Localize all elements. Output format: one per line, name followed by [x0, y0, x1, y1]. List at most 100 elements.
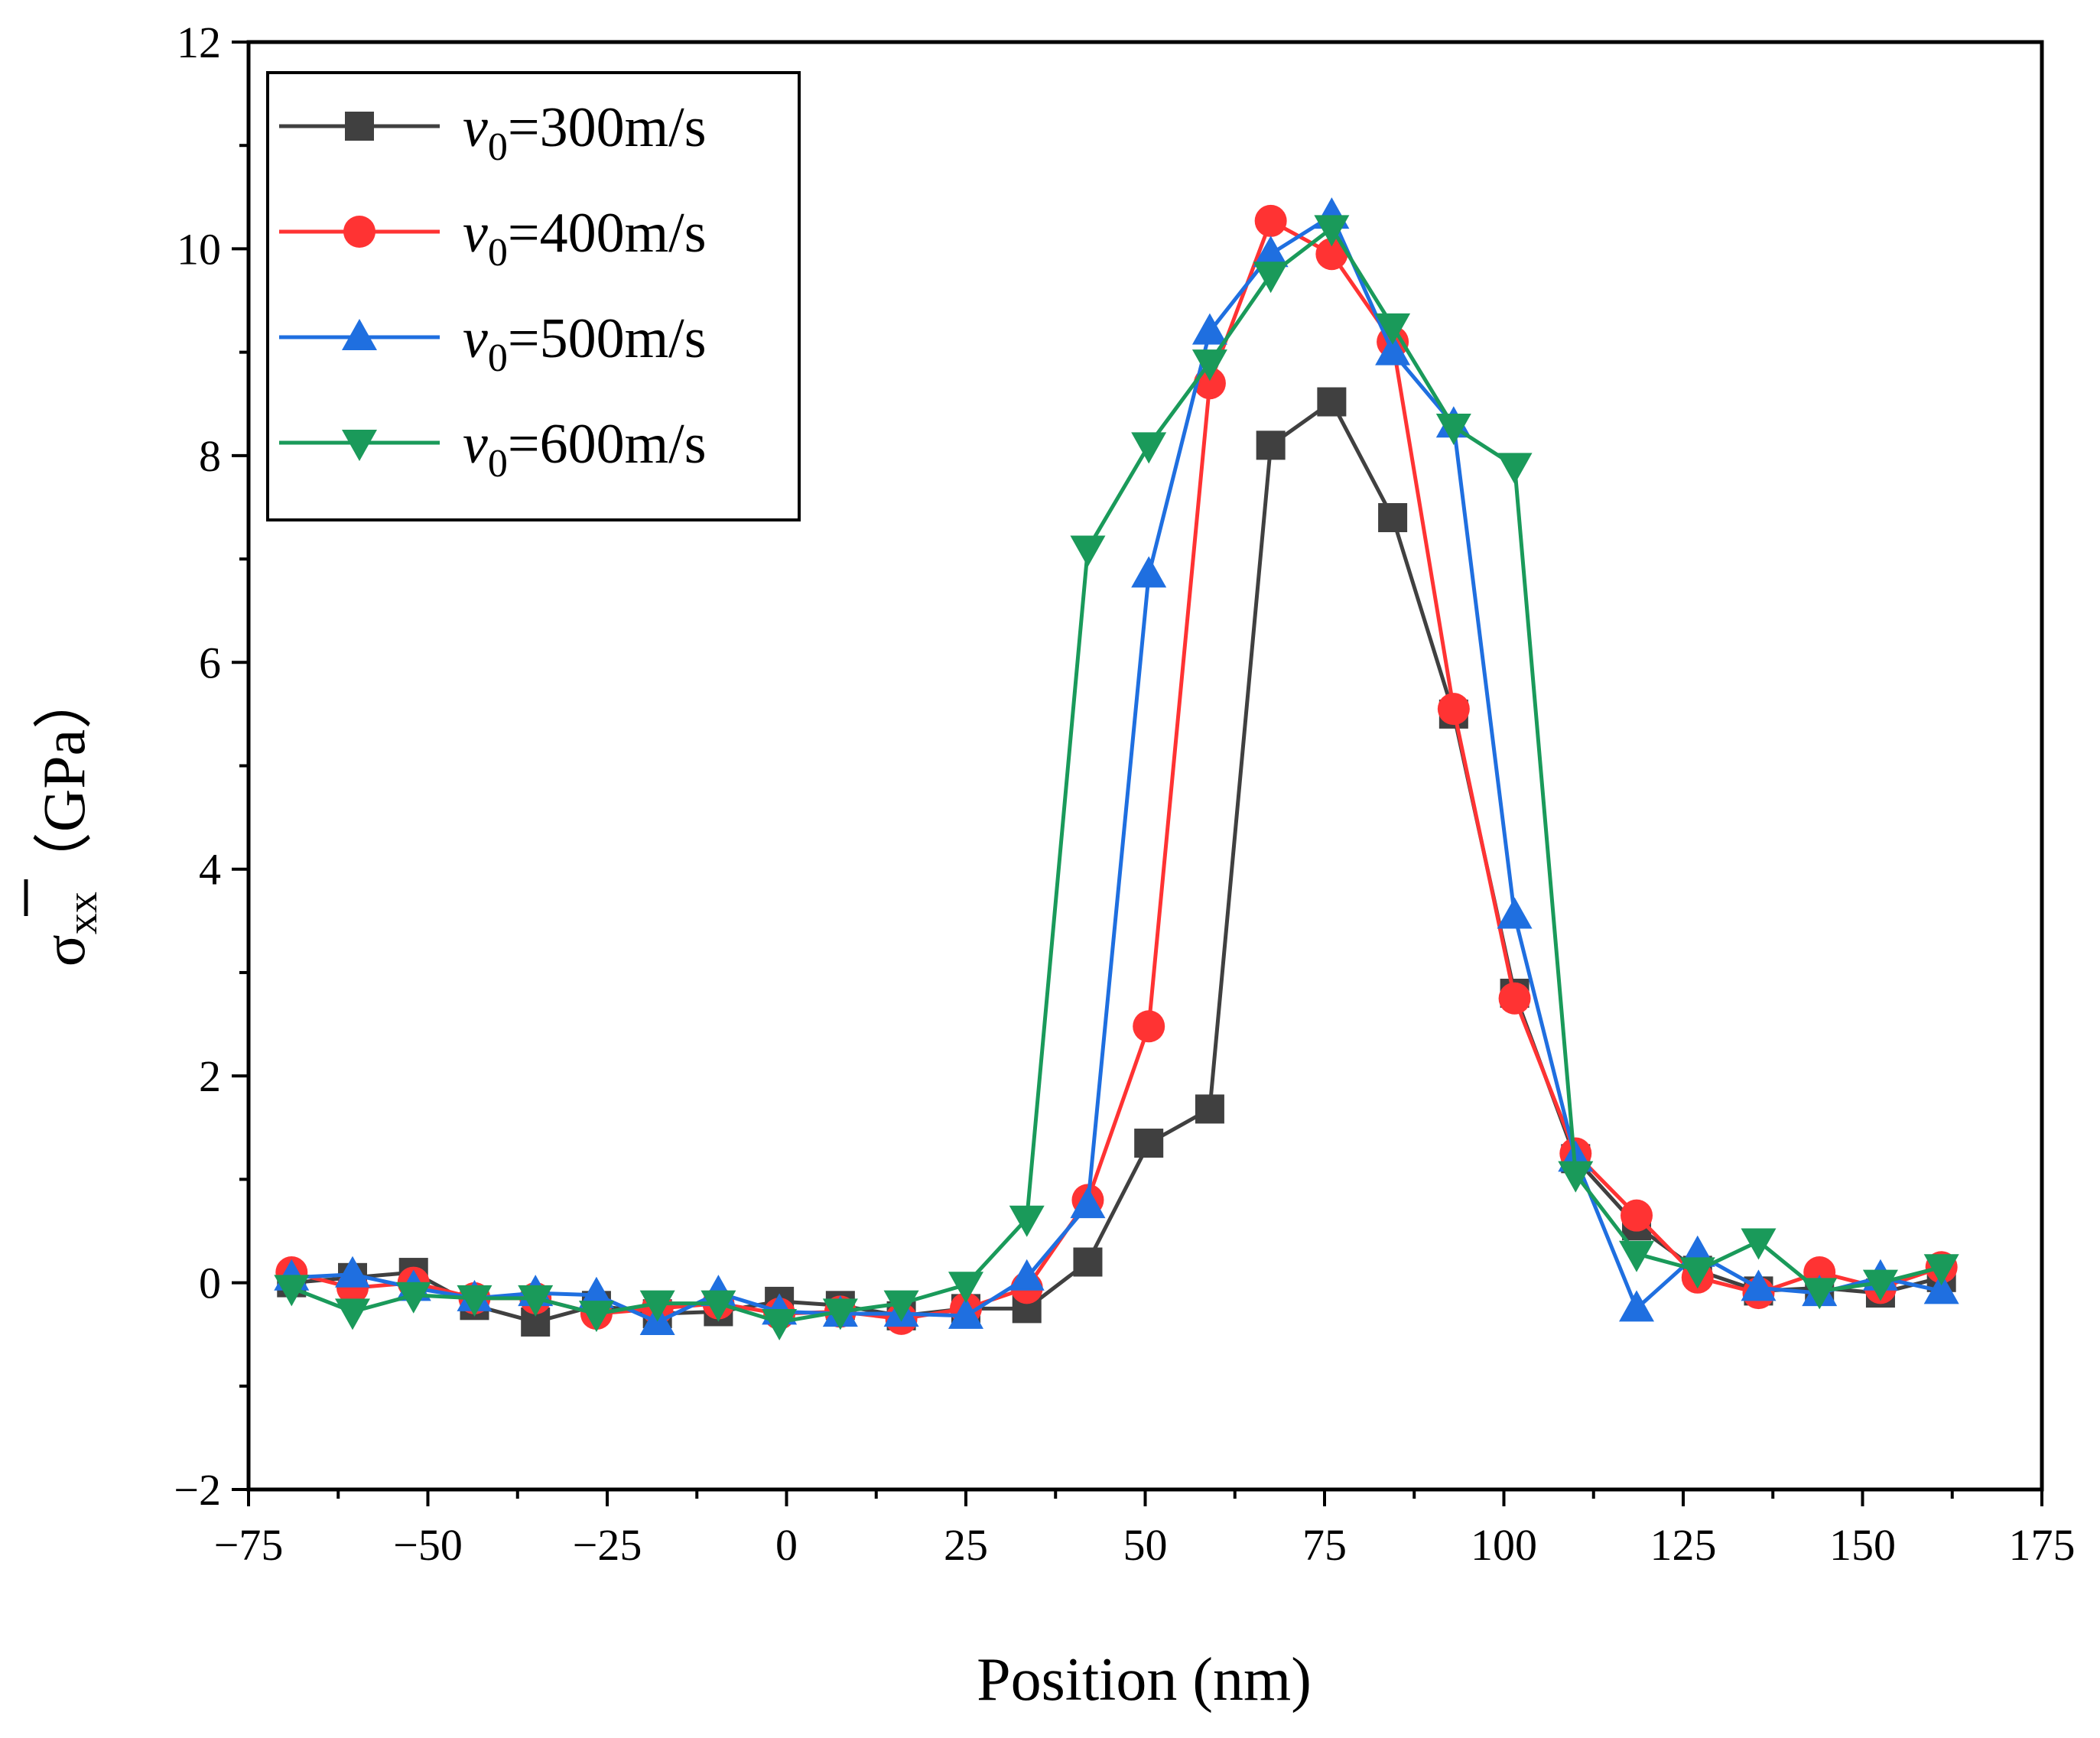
data-point — [1314, 215, 1350, 247]
data-point — [1073, 1247, 1103, 1277]
data-point — [1497, 897, 1533, 929]
series-line — [291, 213, 1942, 1324]
data-point — [457, 1285, 492, 1317]
data-point — [1195, 1094, 1224, 1124]
legend-label: v0=500m/s — [463, 307, 707, 380]
legend-marker — [342, 319, 377, 350]
data-point — [274, 1275, 310, 1307]
data-point — [1070, 1187, 1106, 1219]
data-point — [1191, 313, 1227, 345]
y-axis-title: σxx（GPa） — [31, 670, 106, 966]
legend-label: v0=600m/s — [463, 413, 707, 486]
legend-label-variable: v — [463, 96, 488, 159]
y-tick-label: 8 — [199, 431, 221, 481]
data-point — [701, 1290, 736, 1322]
data-point — [1802, 1278, 1838, 1310]
legend-marker — [345, 112, 374, 141]
x-tick-label: 150 — [1829, 1520, 1896, 1570]
x-tick-label: 75 — [1302, 1520, 1347, 1570]
y-tick-label: −2 — [174, 1465, 221, 1515]
series-0 — [277, 387, 1956, 1337]
y-axis-unit: （GPa） — [31, 670, 97, 892]
x-axis-title: Position (nm) — [977, 1646, 1312, 1714]
data-point — [1497, 453, 1533, 485]
data-point — [1619, 1290, 1655, 1322]
legend-label-value: =400m/s — [508, 202, 707, 265]
data-point — [1558, 1161, 1594, 1193]
legend-entry: v0=400m/s — [279, 202, 707, 275]
legend-label-variable: v — [463, 202, 488, 265]
legend: v0=300m/sv0=400m/sv0=500m/sv0=600m/s — [266, 71, 801, 521]
data-point — [1437, 693, 1470, 726]
data-point — [1009, 1259, 1045, 1291]
data-point — [1009, 1205, 1045, 1237]
legend-entry: v0=300m/s — [279, 96, 707, 169]
data-point — [1378, 502, 1408, 532]
data-point — [578, 1276, 614, 1308]
data-point — [578, 1301, 614, 1333]
data-point — [1070, 535, 1106, 567]
x-tick-label: −25 — [573, 1520, 642, 1570]
y-tick-label: 12 — [177, 18, 221, 67]
data-point — [1317, 387, 1347, 417]
legend-entry: v0=500m/s — [279, 307, 707, 380]
data-point — [335, 1256, 371, 1288]
data-point — [1315, 238, 1348, 271]
data-point — [1134, 1129, 1164, 1158]
x-tick-label: 100 — [1471, 1520, 1537, 1570]
data-point — [395, 1282, 431, 1314]
legend-label-subscript: 0 — [488, 231, 508, 275]
y-axis-subscript: xx — [59, 892, 106, 934]
data-point — [948, 1297, 983, 1329]
legend-label: v0=400m/s — [463, 202, 707, 275]
series-line — [291, 226, 1942, 1324]
x-tick-label: 175 — [2009, 1520, 2076, 1570]
data-point — [1498, 982, 1531, 1015]
legend-marker — [342, 430, 377, 461]
data-point — [335, 1298, 371, 1330]
data-point — [1679, 1257, 1715, 1289]
data-point — [1741, 1228, 1777, 1260]
data-point — [1741, 1269, 1777, 1301]
data-point — [1375, 313, 1411, 345]
legend-label-value: =500m/s — [508, 307, 707, 370]
x-tick-label: 25 — [944, 1520, 988, 1570]
data-point — [1862, 1269, 1898, 1301]
x-tick-label: 0 — [775, 1520, 798, 1570]
data-point — [883, 1290, 919, 1322]
y-tick-label: 6 — [199, 638, 221, 687]
y-tick-label: 10 — [177, 224, 221, 274]
legend-label-subscript: 0 — [488, 442, 508, 486]
y-axis-symbol: σ — [31, 934, 97, 966]
data-point — [1256, 430, 1286, 460]
legend-label-value: =600m/s — [508, 413, 707, 476]
y-tick-label: 2 — [199, 1051, 221, 1101]
data-point — [518, 1285, 554, 1317]
data-point — [1133, 1010, 1165, 1043]
y-tick-label: 4 — [199, 845, 221, 895]
data-point — [762, 1308, 798, 1340]
legend-marker — [343, 216, 375, 248]
data-point — [1253, 262, 1289, 294]
legend-label-subscript: 0 — [488, 125, 508, 169]
data-point — [1923, 1272, 1959, 1304]
x-tick-label: −75 — [214, 1520, 284, 1570]
data-point — [1254, 204, 1287, 237]
data-point — [1621, 1199, 1653, 1232]
data-point — [1191, 349, 1227, 382]
axes: −75 −50 −25 0 25 50 75 100 125 150 175 −2 0 2 4 6 8 10 12 — [174, 18, 2075, 1570]
data-point — [1435, 413, 1471, 445]
series-3 — [274, 215, 1959, 1340]
data-point — [1131, 432, 1167, 464]
data-point — [1131, 556, 1167, 588]
data-point — [948, 1272, 983, 1304]
legend-label-subscript: 0 — [488, 336, 508, 380]
x-tick-label: 50 — [1123, 1520, 1168, 1570]
data-point — [1375, 333, 1411, 365]
x-tick-label: −50 — [393, 1520, 463, 1570]
y-tick-label: 0 — [199, 1259, 221, 1308]
legend-label-variable: v — [463, 413, 488, 476]
legend-label-variable: v — [463, 307, 488, 370]
data-point — [1619, 1240, 1655, 1272]
